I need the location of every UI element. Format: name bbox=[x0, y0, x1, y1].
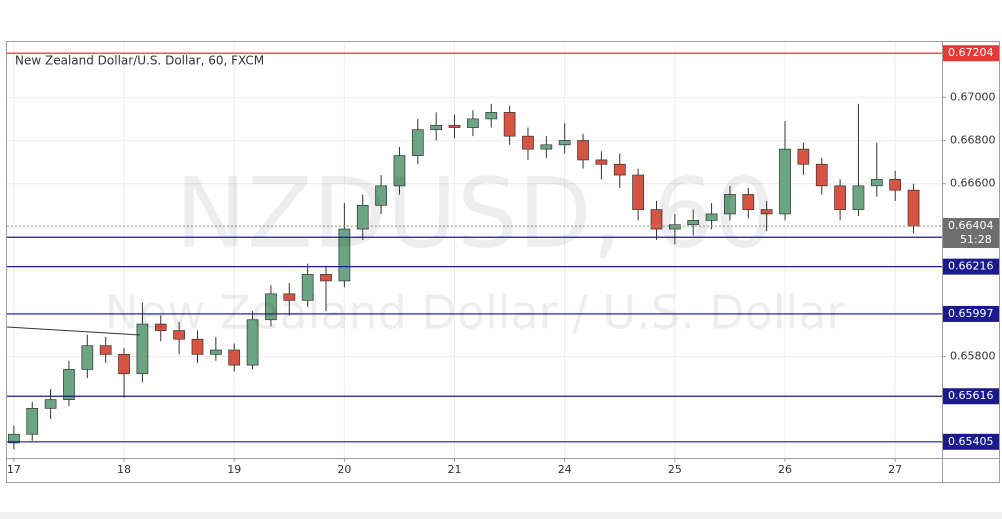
candle-body bbox=[613, 163, 626, 176]
candle-body bbox=[742, 194, 755, 210]
frame bbox=[6, 41, 1000, 483]
x-tick-label: 21 bbox=[448, 463, 462, 476]
level-label: 0.67204 bbox=[948, 46, 994, 59]
x-tick-label: 20 bbox=[337, 463, 351, 476]
candle-body bbox=[815, 163, 828, 187]
candle-body bbox=[467, 118, 479, 128]
x-tick-label: 25 bbox=[668, 463, 682, 476]
candle-body bbox=[209, 349, 222, 355]
candle-body bbox=[228, 349, 241, 366]
candle-body bbox=[668, 224, 681, 230]
level-label: 0.65405 bbox=[948, 435, 994, 448]
bottom-strip bbox=[0, 512, 1002, 519]
level-label-box bbox=[943, 388, 999, 405]
candle-body bbox=[870, 179, 883, 187]
candle-body bbox=[485, 112, 498, 120]
watermark-symbol: NZDUSD, 60 bbox=[175, 157, 775, 269]
level-label-box bbox=[943, 45, 999, 62]
y-tick-label: 0.65800 bbox=[950, 349, 996, 362]
chart-title: New Zealand Dollar/U.S. Dollar, 60, FXCM bbox=[15, 54, 264, 68]
candle-body bbox=[687, 220, 700, 226]
x-tick-label: 26 bbox=[778, 463, 792, 476]
level-label: 0.66216 bbox=[948, 260, 994, 273]
candle-body bbox=[154, 323, 167, 331]
candle-body bbox=[724, 194, 736, 215]
level-label: 0.65616 bbox=[948, 389, 994, 402]
candle-body bbox=[8, 433, 20, 444]
candle-body bbox=[265, 293, 277, 321]
x-tick-label: 17 bbox=[7, 463, 21, 476]
candle-body bbox=[503, 112, 516, 137]
candle-body bbox=[779, 148, 791, 215]
candle-body bbox=[577, 140, 589, 161]
candle-body bbox=[99, 345, 112, 355]
candle-body bbox=[430, 125, 443, 131]
candle-body bbox=[834, 185, 846, 210]
candle-body bbox=[81, 345, 94, 370]
candle-body bbox=[136, 323, 149, 375]
candle-body bbox=[797, 148, 810, 165]
candle-body bbox=[540, 144, 553, 150]
candle-body bbox=[63, 369, 75, 401]
candle-body bbox=[393, 155, 406, 187]
candle-body bbox=[191, 338, 204, 355]
candle-body bbox=[760, 209, 773, 215]
plot-layer bbox=[7, 42, 942, 458]
candle-body bbox=[26, 407, 39, 435]
candle-body bbox=[650, 209, 663, 230]
level-label-box bbox=[943, 433, 999, 450]
candle-body bbox=[852, 185, 865, 210]
candle-body bbox=[522, 135, 534, 150]
candle-body bbox=[338, 228, 351, 282]
candle-body bbox=[356, 204, 369, 230]
candle-body bbox=[173, 330, 185, 340]
candle-body bbox=[632, 174, 644, 210]
candle-body bbox=[118, 353, 130, 375]
candle-body bbox=[44, 399, 57, 409]
level-label: 0.65997 bbox=[948, 307, 994, 320]
candle-body bbox=[595, 159, 608, 165]
candle-body bbox=[448, 125, 461, 128]
candle-body bbox=[283, 293, 296, 301]
candle-body bbox=[558, 140, 571, 146]
candle-body bbox=[375, 185, 387, 206]
candle-body bbox=[301, 274, 314, 301]
last-price-label: 0.66404 bbox=[948, 219, 994, 232]
candle-body bbox=[889, 179, 902, 191]
x-tick-label: 27 bbox=[888, 463, 902, 476]
watermark-name: New Zealand Dollar / U.S. Dollar bbox=[105, 286, 846, 340]
x-tick-label: 18 bbox=[117, 463, 131, 476]
candle-body bbox=[320, 274, 332, 282]
x-tick-label: 24 bbox=[558, 463, 572, 476]
candle-body bbox=[246, 319, 259, 366]
level-label-box bbox=[943, 305, 999, 322]
y-tick-label: 0.67000 bbox=[950, 90, 996, 103]
level-label-box bbox=[943, 258, 999, 275]
trend-line bbox=[6, 326, 141, 336]
countdown-label: 51:28 bbox=[960, 233, 992, 246]
candle-body bbox=[705, 213, 718, 221]
candle-body bbox=[411, 129, 424, 156]
y-tick-label: 0.66800 bbox=[950, 133, 996, 146]
candle-body bbox=[907, 189, 920, 227]
y-tick-label: 0.66600 bbox=[950, 177, 996, 190]
x-tick-label: 19 bbox=[227, 463, 241, 476]
last-price-box bbox=[943, 218, 999, 249]
